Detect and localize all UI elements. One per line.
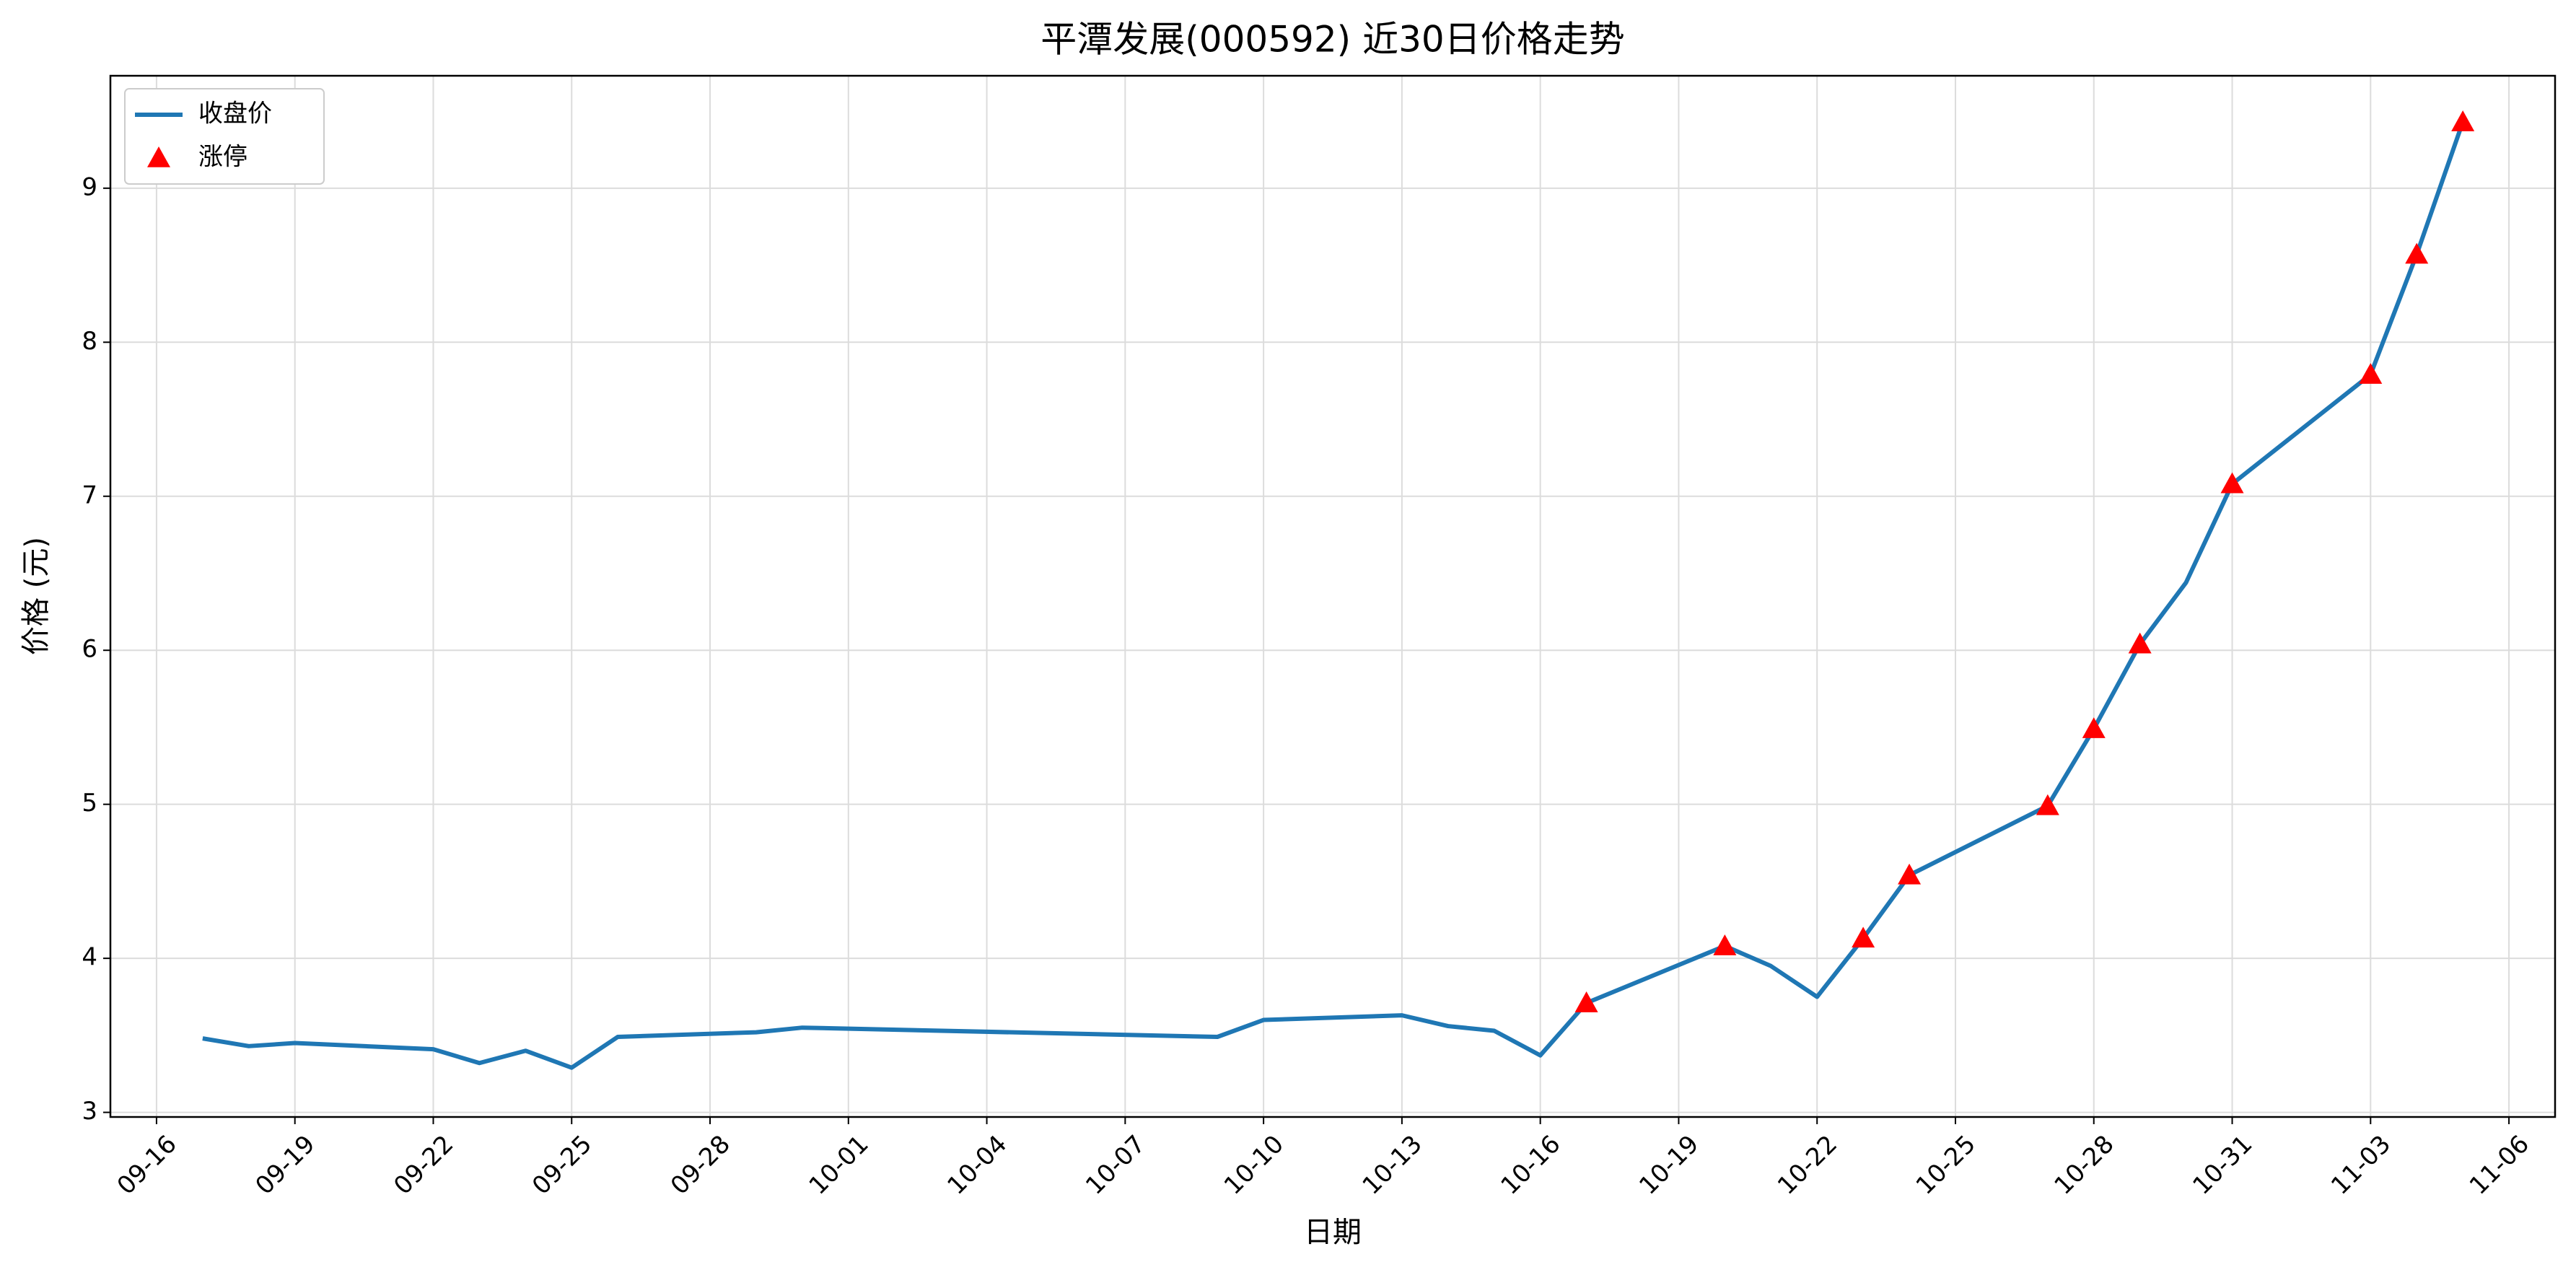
limit-up-marker	[2359, 363, 2383, 384]
limit-up-marker	[2451, 110, 2475, 131]
limit-up-marker	[1574, 991, 1598, 1012]
x-axis-label: 日期	[1304, 1216, 1362, 1249]
y-tick-label: 9	[82, 172, 97, 201]
y-tick-label: 3	[82, 1097, 97, 1126]
chart-title: 平潭发展(000592) 近30日价格走势	[1041, 19, 1624, 61]
limit-up-marker	[2128, 632, 2152, 654]
limit-up-marker	[2220, 472, 2244, 494]
limit-up-marker	[2036, 794, 2059, 815]
limit-up-marker	[1852, 926, 1875, 948]
limit-up-marker	[1713, 934, 1737, 955]
price-line	[202, 121, 2465, 1070]
y-tick-label: 7	[82, 481, 97, 509]
legend-label: 涨停	[198, 143, 247, 172]
limit-up-marker	[1898, 863, 1922, 885]
y-tick-label: 4	[82, 943, 97, 972]
y-tick-label: 8	[82, 327, 97, 356]
y-tick-label: 5	[82, 789, 97, 818]
legend-marker	[147, 146, 170, 167]
limit-up-marker	[2082, 717, 2106, 738]
y-tick-label: 6	[82, 635, 97, 664]
plot-frame	[109, 74, 2557, 1118]
limit-up-marker	[2405, 242, 2429, 264]
y-axis-label: 价格 (元)	[19, 537, 53, 655]
legend-label: 收盘价	[198, 100, 272, 128]
